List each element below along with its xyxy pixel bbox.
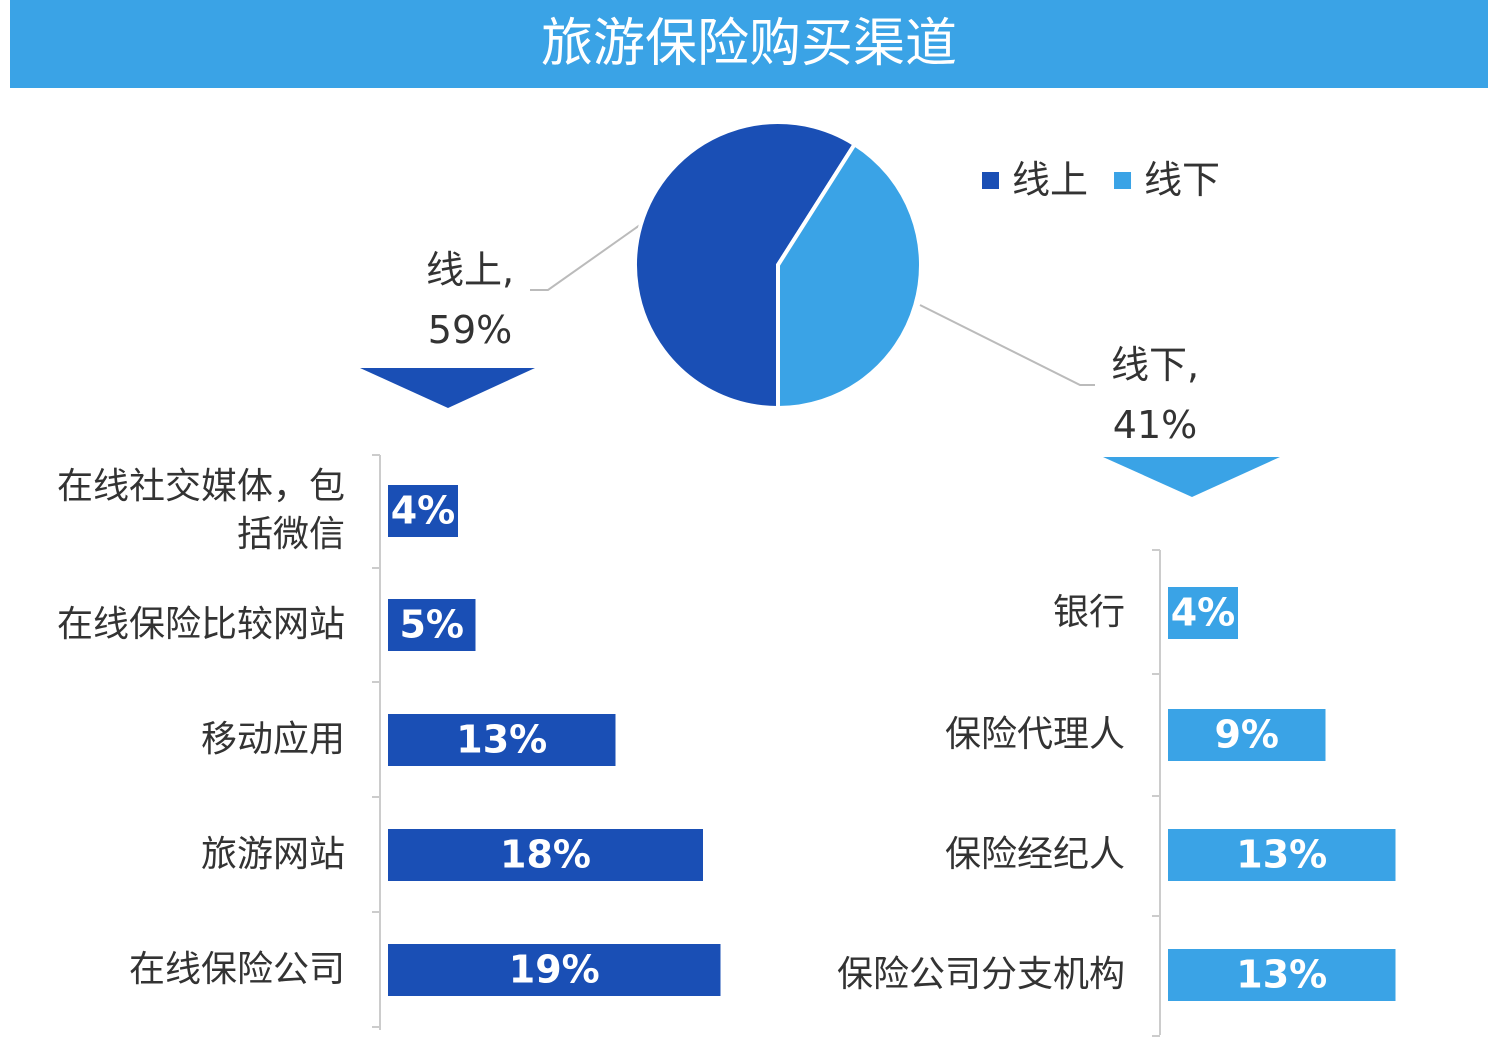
category-label: 在线社交媒体，包括微信 xyxy=(56,466,345,555)
pie-label: 线下, 41% xyxy=(1110,343,1200,447)
bar xyxy=(388,829,703,881)
legend-swatch xyxy=(982,172,999,189)
category-label: 移动应用 xyxy=(200,719,345,760)
legend-swatch xyxy=(1114,172,1132,189)
bar-value-label: 18% xyxy=(500,833,591,877)
bar xyxy=(388,714,616,766)
bar-value-label: 13% xyxy=(1236,833,1327,877)
bar-value-label: 5% xyxy=(399,603,464,647)
bar xyxy=(388,485,458,537)
bar xyxy=(1168,829,1396,881)
bar xyxy=(1168,949,1396,1001)
arrow xyxy=(1103,457,1280,497)
category-label: 保险经纪人 xyxy=(944,834,1125,875)
bar xyxy=(1168,587,1238,639)
bar-value-label: 9% xyxy=(1214,713,1279,757)
pie-label: 线上, 59% xyxy=(425,248,515,352)
title-banner xyxy=(10,0,1488,88)
category-label: 保险公司分支机构 xyxy=(836,954,1125,995)
bar-value-label: 4% xyxy=(1171,591,1236,635)
bar-value-label: 13% xyxy=(456,718,547,762)
bar xyxy=(388,944,721,996)
leader-line xyxy=(530,224,641,291)
category-label: 在线保险公司 xyxy=(128,949,345,990)
bar xyxy=(1168,709,1326,761)
chart-title: 旅游保险购买渠道 xyxy=(540,14,957,74)
arrow xyxy=(360,368,535,408)
bar-value-label: 19% xyxy=(509,948,600,992)
bar-value-label: 4% xyxy=(391,489,456,533)
legend-label: 线上 xyxy=(1012,158,1089,202)
category-label: 保险代理人 xyxy=(944,714,1125,755)
pie-slice xyxy=(776,141,923,411)
bar-value-label: 13% xyxy=(1236,953,1327,997)
pie-slice xyxy=(633,120,858,411)
bar xyxy=(388,599,476,651)
category-label: 在线保险比较网站 xyxy=(56,604,345,645)
category-label: 旅游网站 xyxy=(200,834,345,875)
legend-label: 线下 xyxy=(1144,158,1221,202)
leader-line xyxy=(919,304,1095,386)
category-label: 银行 xyxy=(1052,592,1125,633)
